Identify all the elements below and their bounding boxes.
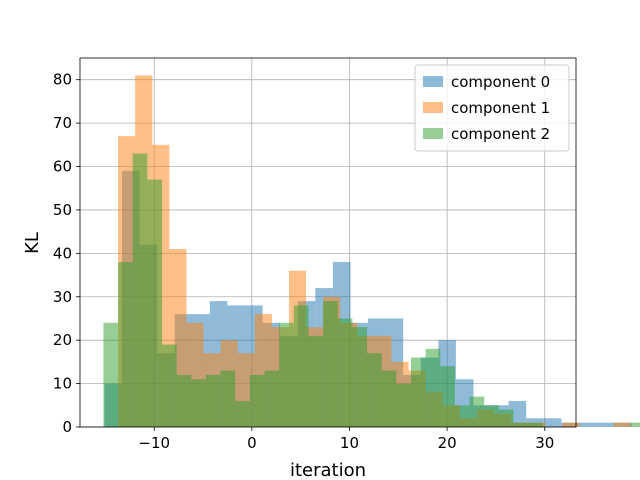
legend-label-0: component 0: [451, 73, 550, 91]
x-tick-label-0: −10: [138, 434, 170, 452]
bar-series-2-bin-18: [367, 353, 382, 427]
bar-series-2-bin-29: [528, 422, 543, 427]
bar-series-2-bin-10: [249, 374, 265, 427]
y-tick-label-5: 50: [53, 201, 72, 219]
bar-series-2-bin-9: [235, 400, 250, 427]
x-tick-label-2: 10: [340, 434, 359, 452]
bar-series-2-bin-12: [279, 322, 294, 427]
bar-series-2-bin-36: [630, 422, 640, 427]
bar-series-2-bin-1: [118, 262, 133, 427]
bar-series-2-bin-8: [220, 370, 236, 427]
bar-series-2-bin-3: [147, 179, 163, 427]
bar-series-2-bin-15: [323, 301, 338, 427]
x-tick-label-3: 20: [438, 434, 457, 452]
bar-series-2-bin-17: [352, 327, 368, 427]
y-tick-label-4: 40: [53, 244, 72, 262]
legend-label-1: component 1: [451, 99, 550, 117]
bar-series-2-bin-19: [381, 370, 397, 427]
bar-series-2-bin-23: [440, 366, 455, 427]
bar-series-2-bin-0: [103, 322, 119, 427]
y-tick-label-7: 70: [53, 114, 72, 132]
axes-frame: [79, 57, 577, 428]
bar-series-1-bin-29: [613, 422, 631, 427]
bar-series-2-bin-24: [454, 405, 470, 427]
bar-series-2-bin-26: [484, 405, 499, 427]
bar-series-2-bin-2: [132, 153, 148, 427]
x-tick-label-1: 0: [247, 434, 257, 452]
y-tick-label-0: 0: [62, 418, 72, 436]
bar-series-2-bin-7: [205, 374, 221, 427]
bar-series-2-bin-13: [293, 305, 309, 427]
bar-series-0-bin-27: [578, 422, 597, 427]
bar-series-2-bin-11: [264, 370, 280, 427]
legend-swatch-0: [423, 76, 443, 87]
y-tick-label-3: 30: [53, 288, 72, 306]
bar-series-0-bin-28: [596, 422, 615, 427]
y-tick-label-1: 10: [53, 375, 72, 393]
legend-swatch-2: [423, 128, 443, 139]
x-axis-label: iteration: [290, 460, 366, 480]
y-axis-label: KL: [22, 232, 43, 254]
legend-box: [414, 64, 570, 152]
bar-series-2-bin-14: [308, 335, 324, 427]
legend-swatch-1: [423, 102, 443, 113]
legend-label-2: component 2: [451, 125, 550, 143]
bar-series-2-bin-20: [396, 383, 411, 427]
y-tick-label-8: 80: [53, 71, 72, 89]
bar-series-2-bin-6: [191, 379, 206, 427]
bar-series-2-bin-25: [469, 396, 485, 427]
series-2: [103, 153, 640, 427]
bar-series-2-bin-28: [513, 422, 529, 427]
bar-series-0-bin-25: [543, 418, 562, 427]
y-tick-label-6: 60: [53, 158, 72, 176]
bar-series-2-bin-27: [498, 409, 514, 427]
histogram-bars: [103, 75, 640, 427]
bar-series-1-bin-26: [562, 422, 580, 427]
axes: −10 0 10 20 30 0 10 20 30 40 50 60 70 80: [53, 57, 577, 452]
bar-series-2-bin-22: [425, 348, 441, 427]
legend: component 0 component 1 component 2: [414, 64, 570, 152]
y-tick-label-2: 20: [53, 331, 72, 349]
bar-series-2-bin-16: [337, 318, 353, 427]
bar-series-2-bin-5: [176, 374, 192, 427]
x-tick-label-4: 30: [535, 434, 554, 452]
bar-series-2-bin-4: [162, 344, 177, 427]
bar-series-2-bin-21: [410, 357, 426, 427]
